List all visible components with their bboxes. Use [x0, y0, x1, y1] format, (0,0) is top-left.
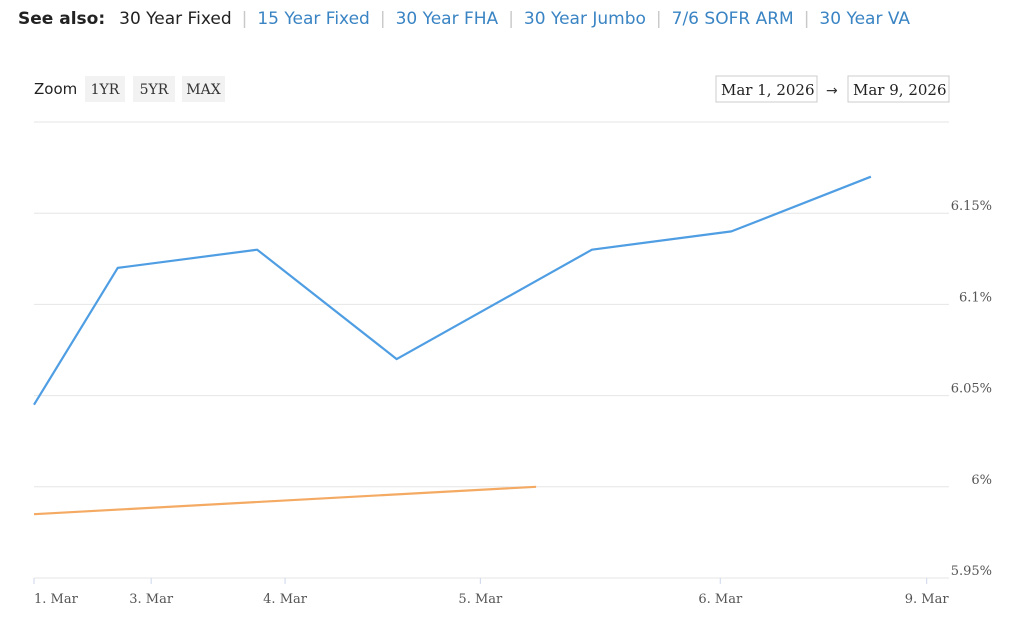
- zoom-buttons: 1YR 5YR MAX: [85, 76, 225, 102]
- range-from-box[interactable]: [715, 75, 818, 103]
- x-tick-label: 3. Mar: [129, 592, 174, 607]
- series-line-2: [33, 485, 537, 516]
- zoom-button-max[interactable]: [182, 76, 225, 102]
- see-also-link-30-year-fha[interactable]: 30 Year FHA: [395, 9, 499, 29]
- y-tick-label: 6.15%: [951, 199, 992, 214]
- x-tick-label: 5. Mar: [458, 592, 503, 607]
- grid-layer: [34, 121, 949, 579]
- range-arrow: →: [826, 83, 838, 99]
- x-tick-label: 6. Mar: [698, 592, 743, 607]
- zoom-button-1yr[interactable]: [85, 76, 125, 102]
- see-also-link-7-6-sofr-arm[interactable]: 7/6 SOFR ARM: [671, 9, 794, 29]
- zoom-button-label: 1YR: [91, 82, 120, 98]
- x-axis: 1. Mar 3. Mar 4. Mar 5. Mar 6. Mar 9. Mar: [33, 578, 950, 607]
- nav-separator: |: [803, 9, 810, 29]
- see-also-label: See also:: [18, 9, 106, 29]
- y-tick-label: 6%: [971, 473, 992, 488]
- zoom-label: Zoom: [34, 80, 77, 98]
- see-also-link-30-year-jumbo[interactable]: 30 Year Jumbo: [523, 9, 646, 29]
- y-tick-label: 6.05%: [951, 382, 992, 397]
- nav-separator: |: [379, 9, 386, 29]
- see-also-link-30-year-va[interactable]: 30 Year VA: [819, 9, 911, 29]
- y-tick-label: 6.1%: [959, 290, 992, 305]
- see-also-link-30-year-fixed: 30 Year Fixed: [119, 9, 232, 29]
- y-axis: 5.95% 6% 6.05% 6.1% 6.15%: [951, 199, 992, 579]
- nav-separator: |: [508, 9, 514, 29]
- zoom-button-5yr[interactable]: [133, 76, 175, 102]
- nav-separator: |: [655, 9, 662, 29]
- x-tick-label: 4. Mar: [263, 592, 308, 607]
- range-to-box[interactable]: [847, 75, 950, 103]
- see-also-nav: See also: 30 Year Fixed | 15 Year Fixed | 30 …: [18, 6, 910, 32]
- x-tick-label: 1. Mar: [34, 592, 79, 607]
- range-to-input[interactable]: Mar 9, 2026: [853, 81, 947, 99]
- x-tick-label: 9. Mar: [905, 592, 950, 607]
- zoom-button-label: MAX: [186, 82, 220, 98]
- series-line-1: [33, 175, 872, 406]
- series-layer: [33, 175, 872, 516]
- see-also-link-15-year-fixed[interactable]: 15 Year Fixed: [257, 9, 370, 29]
- nav-separator: |: [241, 9, 248, 29]
- y-tick-label: 5.95%: [951, 564, 992, 579]
- zoom-button-label: 5YR: [140, 82, 169, 98]
- range-from-input[interactable]: Mar 1, 2026: [721, 81, 815, 99]
